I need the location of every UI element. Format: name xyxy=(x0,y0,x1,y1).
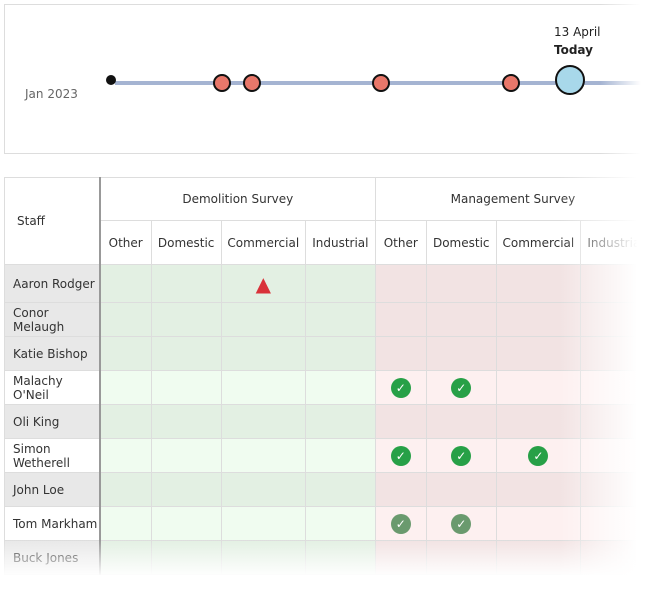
grid-cell[interactable] xyxy=(150,370,222,405)
grid-cell[interactable] xyxy=(99,370,152,405)
grid-cell[interactable] xyxy=(425,336,497,371)
grid-cell[interactable] xyxy=(425,264,497,303)
grid-cell[interactable] xyxy=(425,302,497,337)
timeline-event[interactable] xyxy=(502,74,520,92)
grid-cell[interactable] xyxy=(304,438,376,473)
staff-name[interactable]: Katie Bishop xyxy=(3,336,101,371)
grid-cell[interactable] xyxy=(99,336,152,371)
timeline-event[interactable] xyxy=(213,74,231,92)
grid-cell[interactable] xyxy=(150,302,222,337)
timeline-event[interactable] xyxy=(243,74,261,92)
grid-cell[interactable] xyxy=(425,404,497,439)
check-icon: ✓ xyxy=(451,377,472,398)
staff-header: Staff xyxy=(3,177,101,265)
staff-name[interactable]: Tom Markham xyxy=(3,506,101,541)
check-icon: ✓ xyxy=(451,445,472,466)
grid-cell[interactable] xyxy=(374,302,427,337)
grid-cell[interactable]: ✓ xyxy=(425,370,497,405)
group-header-demolition: Demolition Survey xyxy=(99,177,376,221)
grid-cell[interactable] xyxy=(374,264,427,303)
table-row: Simon Wetherell ✓ ✓ ✓ xyxy=(3,438,651,473)
subcolumn-header: Other xyxy=(99,220,152,265)
right-fade xyxy=(560,160,651,614)
grid-cell[interactable]: ✓ xyxy=(374,370,427,405)
grid-cell[interactable] xyxy=(150,404,222,439)
grid-cell[interactable] xyxy=(304,370,376,405)
subcolumn-header: Domestic xyxy=(150,220,222,265)
timeline-panel: Jan 2023 13 April Today xyxy=(4,4,646,154)
grid-cell[interactable] xyxy=(304,404,376,439)
check-icon: ✓ xyxy=(528,445,549,466)
grid-cell[interactable] xyxy=(150,438,222,473)
grid-cell[interactable] xyxy=(374,472,427,507)
check-icon: ✓ xyxy=(390,513,411,534)
grid-cell[interactable] xyxy=(425,472,497,507)
grid-cell[interactable] xyxy=(304,264,376,303)
grid-cell[interactable] xyxy=(220,302,306,337)
grid-cell[interactable] xyxy=(99,404,152,439)
subcolumn-header: Industrial xyxy=(304,220,376,265)
grid-cell[interactable] xyxy=(220,438,306,473)
timeline-start-label: Jan 2023 xyxy=(25,87,78,101)
grid-cell[interactable] xyxy=(150,336,222,371)
grid-cell[interactable] xyxy=(220,336,306,371)
today-date: 13 April xyxy=(554,25,601,39)
grid-cell[interactable] xyxy=(220,506,306,541)
staff-name[interactable]: Aaron Rodger xyxy=(3,264,101,303)
table-row: Aaron Rodger ▲ xyxy=(3,264,651,303)
grid-cell[interactable]: ✓ xyxy=(425,506,497,541)
grid-cell[interactable] xyxy=(304,336,376,371)
warning-icon: ▲ xyxy=(255,271,271,296)
grid-cell[interactable] xyxy=(304,506,376,541)
table-row: Conor Melaugh xyxy=(3,302,651,337)
grid-cell[interactable] xyxy=(150,264,222,303)
grid-cell[interactable] xyxy=(220,370,306,405)
subcolumn-header: Commercial xyxy=(220,220,306,265)
grid-cell[interactable] xyxy=(374,404,427,439)
grid-cell[interactable]: ✓ xyxy=(374,506,427,541)
grid-cell[interactable] xyxy=(99,438,152,473)
grid-cell[interactable] xyxy=(304,472,376,507)
table-row: Tom Markham ✓ ✓ xyxy=(3,506,651,541)
table-row: John Loe xyxy=(3,472,651,507)
grid-cell[interactable] xyxy=(220,404,306,439)
grid-cell[interactable] xyxy=(99,506,152,541)
grid-cell[interactable]: ✓ xyxy=(374,438,427,473)
table-row: Oli King xyxy=(3,404,651,439)
table-row: Katie Bishop xyxy=(3,336,651,371)
grid-cell[interactable]: ▲ xyxy=(220,264,306,303)
grid-cell[interactable] xyxy=(150,506,222,541)
grid-cell[interactable] xyxy=(99,472,152,507)
check-icon: ✓ xyxy=(451,513,472,534)
today-label: 13 April Today xyxy=(554,25,601,57)
grid-cell[interactable] xyxy=(304,302,376,337)
grid-cell[interactable] xyxy=(150,472,222,507)
timeline-right-fade xyxy=(600,0,651,160)
check-icon: ✓ xyxy=(390,377,411,398)
staff-name[interactable]: Oli King xyxy=(3,404,101,439)
staff-name[interactable]: John Loe xyxy=(3,472,101,507)
timeline-start-dot xyxy=(106,75,116,85)
staff-name[interactable]: Malachy O'Neil xyxy=(3,370,101,405)
staff-name[interactable]: Conor Melaugh xyxy=(3,302,101,337)
check-icon: ✓ xyxy=(390,445,411,466)
table-row: Malachy O'Neil ✓ ✓ xyxy=(3,370,651,405)
grid-cell[interactable] xyxy=(99,302,152,337)
timeline-event[interactable] xyxy=(372,74,390,92)
bottom-fade xyxy=(0,540,651,614)
subcolumn-header: Domestic xyxy=(425,220,497,265)
today-text: Today xyxy=(554,43,593,57)
subcolumn-header: Other xyxy=(374,220,427,265)
staff-survey-grid: Staff Demolition Survey Management Surve… xyxy=(3,177,651,575)
grid-cell[interactable] xyxy=(99,264,152,303)
grid-cell[interactable] xyxy=(220,472,306,507)
grid-cell[interactable]: ✓ xyxy=(425,438,497,473)
staff-name[interactable]: Simon Wetherell xyxy=(3,438,101,473)
grid-cell[interactable] xyxy=(374,336,427,371)
timeline-today-marker[interactable] xyxy=(555,65,585,95)
